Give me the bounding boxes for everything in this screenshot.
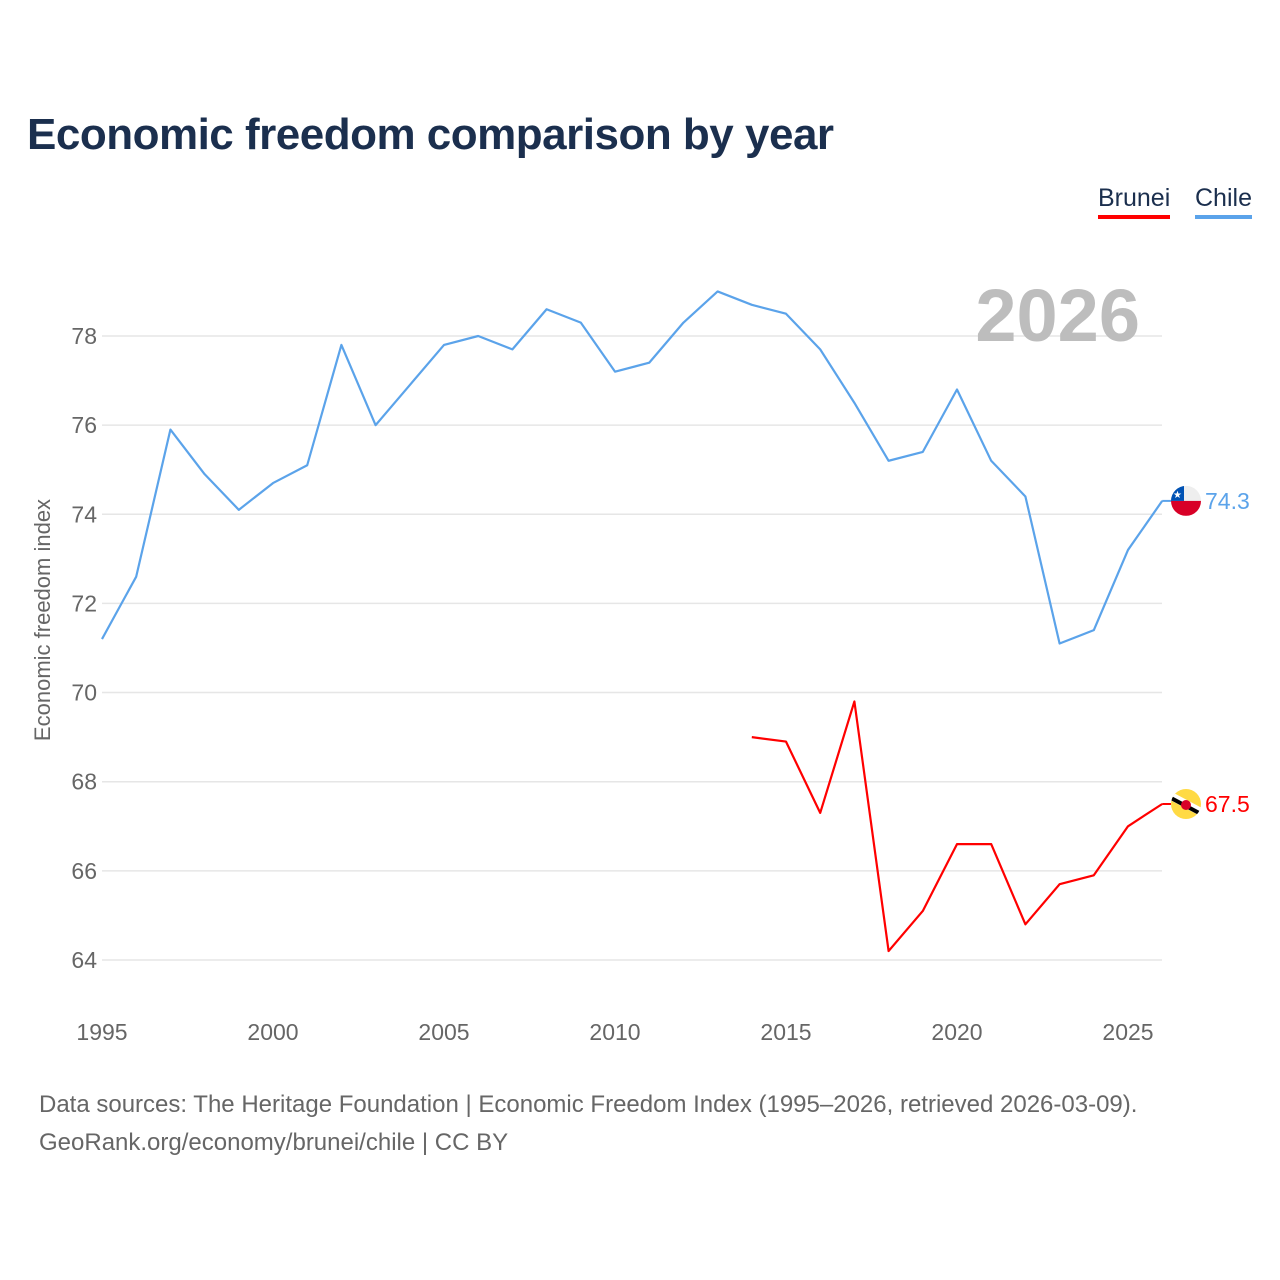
flag-star: ★ (1173, 490, 1182, 501)
data-point-chile (1022, 493, 1028, 499)
data-point-chile (886, 458, 892, 464)
data-point-chile (475, 333, 481, 339)
data-point-chile (783, 311, 789, 317)
data-point-chile (1091, 627, 1097, 633)
data-point-chile (99, 636, 105, 642)
data-point-chile (1057, 641, 1063, 647)
legend-chile[interactable]: Chile (1195, 184, 1252, 219)
y-axis-label: Economic freedom index (30, 499, 55, 741)
data-point-chile (544, 306, 550, 312)
footer-sources: Data sources: The Heritage Foundation | … (39, 1091, 1138, 1118)
data-point-chile (988, 458, 994, 464)
data-point-brunei (954, 841, 960, 847)
x-tick-label: 2010 (589, 1019, 640, 1045)
data-point-brunei (749, 734, 755, 740)
data-point-brunei (886, 948, 892, 954)
data-point-brunei (1091, 872, 1097, 878)
x-tick-label: 2015 (760, 1019, 811, 1045)
data-point-chile (920, 449, 926, 455)
chile-flag-icon: ★ (1171, 485, 1201, 516)
series-line-chile (101, 290, 1164, 645)
data-point-chile (680, 320, 686, 326)
data-point-chile (133, 574, 139, 580)
flag-red (1171, 500, 1201, 516)
y-tick-label: 76 (71, 412, 97, 438)
x-tick-label: 2025 (1102, 1019, 1153, 1045)
data-point-chile (749, 302, 755, 308)
data-point-chile (509, 346, 515, 352)
series-line-brunei (751, 700, 1163, 953)
data-point-chile (715, 288, 721, 294)
y-tick-label: 66 (71, 858, 97, 884)
data-point-brunei (783, 739, 789, 745)
legend-brunei[interactable]: Brunei (1098, 184, 1171, 219)
x-tick-label: 2020 (931, 1019, 982, 1045)
data-point-chile (1125, 547, 1131, 553)
footer-link[interactable]: GeoRank.org/economy/brunei/chile | CC BY (39, 1129, 509, 1156)
y-tick-label: 78 (71, 323, 97, 349)
data-point-brunei (817, 810, 823, 816)
data-point-brunei (851, 698, 857, 704)
year-watermark: 2026 (975, 274, 1140, 357)
y-tick-label: 68 (71, 769, 97, 795)
data-point-brunei (1125, 823, 1131, 829)
data-point-chile (646, 360, 652, 366)
chart-title: Economic freedom comparison by year (27, 110, 834, 159)
end-value-label-brunei: 67.5 (1205, 791, 1250, 817)
end-value-label-chile: 74.3 (1205, 488, 1250, 514)
data-point-chile (407, 382, 413, 388)
data-point-brunei (988, 841, 994, 847)
data-point-chile (338, 342, 344, 348)
data-point-brunei (1057, 881, 1063, 887)
data-point-chile (612, 369, 618, 375)
data-point-chile (373, 422, 379, 428)
data-point-chile (202, 471, 208, 477)
y-tick-label: 64 (71, 947, 97, 973)
data-point-chile (441, 342, 447, 348)
x-tick-label: 2005 (418, 1019, 469, 1045)
footer: Data sources: The Heritage Foundation | … (39, 1086, 1137, 1162)
flag-emblem (1181, 799, 1191, 810)
data-point-chile (817, 346, 823, 352)
data-point-brunei (1022, 921, 1028, 927)
data-point-brunei (920, 908, 926, 914)
y-tick-label: 74 (71, 501, 97, 527)
x-tick-label: 2000 (247, 1019, 298, 1045)
y-tick-label: 70 (71, 680, 97, 706)
data-point-chile (167, 427, 173, 433)
brunei-flag-icon (1171, 788, 1201, 819)
data-point-chile (304, 462, 310, 468)
y-tick-label: 72 (71, 590, 97, 616)
data-point-chile (270, 480, 276, 486)
data-point-chile (578, 320, 584, 326)
data-point-chile (851, 400, 857, 406)
data-point-chile (954, 386, 960, 392)
data-point-chile (236, 507, 242, 513)
x-tick-label: 1995 (76, 1019, 127, 1045)
